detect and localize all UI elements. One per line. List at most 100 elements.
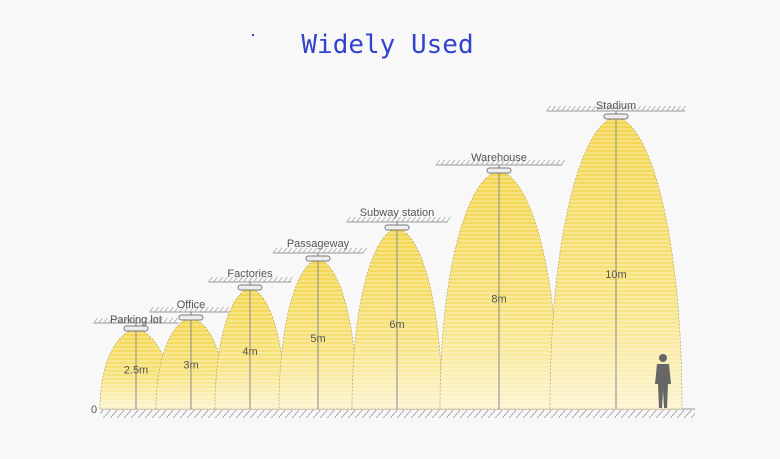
ceiling-hatch [560, 159, 566, 166]
ceiling-hatch [357, 247, 363, 254]
ceiling-hatch [446, 216, 451, 223]
ceiling-hatch [646, 105, 651, 112]
ceiling-hatch [426, 216, 431, 223]
ceiling-hatch [322, 247, 328, 254]
ceiling-hatch [550, 159, 556, 166]
scene-passageway: Passageway 5m [272, 238, 368, 410]
ceiling-hatch [113, 317, 118, 324]
ceiling-hatch [307, 247, 313, 254]
scene-name-label: Factories [227, 268, 273, 280]
ceiling-hatch [490, 159, 496, 166]
ceiling-hatch [278, 276, 283, 283]
ceiling-hatch [272, 247, 278, 254]
ceiling-hatch [223, 276, 228, 283]
ceiling-hatch [465, 159, 471, 166]
ceiling-hatch [556, 105, 561, 112]
height-label: 6m [389, 319, 404, 331]
ceiling-hatch [601, 105, 606, 112]
ceiling-hatch [108, 317, 113, 324]
ceiling-hatch [283, 276, 288, 283]
lamp-fixture-icon [178, 314, 204, 321]
ceiling-hatch [676, 105, 681, 112]
ceiling-hatch [173, 317, 178, 324]
ceiling-hatch [411, 216, 416, 223]
ceiling-hatch [194, 306, 199, 313]
ceiling-hatch [401, 216, 406, 223]
ceiling-hatch [480, 159, 486, 166]
ceiling-hatch [199, 306, 204, 313]
ceiling-hatch [661, 105, 666, 112]
ceiling-hatch [361, 216, 366, 223]
ceiling-hatch [366, 216, 371, 223]
ceiling-hatch [133, 317, 138, 324]
ceiling-hatch [636, 105, 641, 112]
ceiling-hatch [586, 105, 591, 112]
ceiling-hatch [317, 247, 323, 254]
ceiling-hatch [396, 216, 401, 223]
ceiling-hatch [416, 216, 421, 223]
ceiling-hatch [406, 216, 411, 223]
ceiling-hatch [164, 306, 169, 313]
ceiling-hatch [218, 276, 223, 283]
ceiling-hatch [581, 105, 586, 112]
ceiling-hatch [118, 317, 123, 324]
ceiling-hatch [93, 317, 98, 324]
ceiling-hatch [475, 159, 481, 166]
scene-warehouse: Warehouse 8m [435, 152, 566, 410]
ceiling-hatch [421, 216, 426, 223]
ceiling-hatch [535, 159, 541, 166]
ceiling-hatch [470, 159, 476, 166]
ceiling-hatch [551, 105, 556, 112]
ceiling-hatch [606, 105, 611, 112]
zero-label: 0 [91, 404, 97, 416]
ceiling-hatch [545, 159, 551, 166]
ceiling-hatch [525, 159, 531, 166]
ceiling-hatch [258, 276, 263, 283]
ceiling-hatch [128, 317, 133, 324]
ceiling-hatch [346, 216, 351, 223]
ground-hatch [100, 410, 695, 418]
lamp-fixture-icon [237, 284, 263, 291]
ceiling-hatch [440, 159, 446, 166]
ceiling-hatch [243, 276, 248, 283]
height-label: 10m [605, 269, 626, 281]
ceiling-hatch [347, 247, 353, 254]
ceiling-hatch [436, 216, 441, 223]
ceiling-hatch [450, 159, 456, 166]
ceiling-hatch [204, 306, 209, 313]
ceiling-hatch [209, 306, 214, 313]
ceiling-hatch [651, 105, 656, 112]
scene-name-label: Warehouse [471, 152, 527, 164]
ceiling-hatch [219, 306, 224, 313]
ceiling-hatch [445, 159, 451, 166]
ceiling-hatch [505, 159, 511, 166]
ceiling-hatch [233, 276, 238, 283]
ceiling-hatch [174, 306, 179, 313]
ceiling-hatch [515, 159, 521, 166]
ceiling-hatch [596, 105, 601, 112]
scene-name-label: Passageway [287, 238, 350, 250]
lamp-fixture-icon [603, 113, 629, 120]
ceiling-hatch [351, 216, 356, 223]
ceiling-hatch [666, 105, 671, 112]
scene-stadium: Stadium 10m [546, 100, 686, 410]
ceiling-hatch [103, 317, 108, 324]
ceiling-hatch [530, 159, 536, 166]
ceiling-hatch [154, 306, 159, 313]
ceiling-hatch [153, 317, 158, 324]
ceiling-hatch [576, 105, 581, 112]
ceiling-hatch [184, 306, 189, 313]
scene-name-label: Stadium [596, 100, 636, 112]
ceiling-hatch [228, 276, 233, 283]
ceiling-hatch [163, 317, 168, 324]
ceiling-hatch [248, 276, 253, 283]
ceiling-hatch [540, 159, 546, 166]
person-silhouette-icon [655, 354, 671, 408]
ceiling-hatch [158, 317, 163, 324]
decorative-dot [252, 34, 254, 36]
scene-name-label: Parking lot [110, 314, 162, 326]
light-beam-outline [278, 259, 358, 410]
ceiling-hatch [631, 105, 636, 112]
ceiling-hatch [455, 159, 461, 166]
